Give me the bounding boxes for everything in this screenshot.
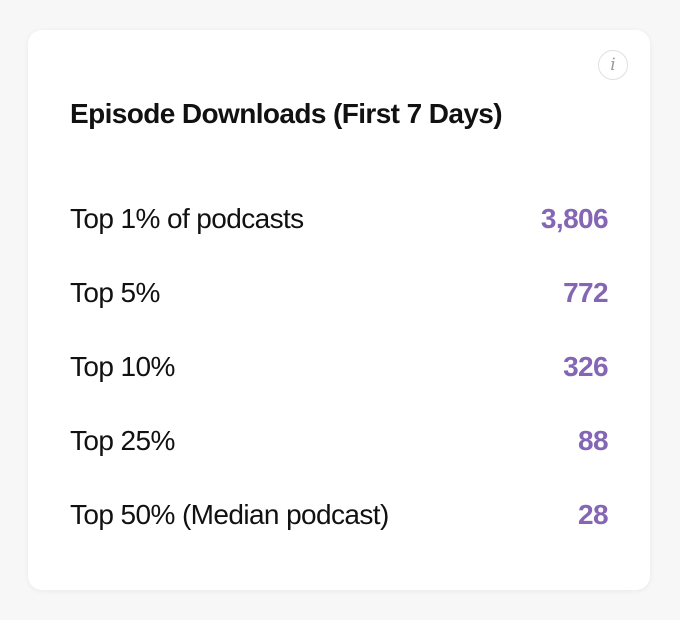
row-label: Top 50% (Median podcast) [70,499,389,530]
row-label: Top 25% [70,425,175,456]
row-label: Top 10% [70,351,175,382]
list-item-top-1: Top 1% of podcasts 3,806 [70,182,609,256]
list-item-top-25: Top 25% 88 [70,404,609,478]
percentile-list: Top 1% of podcasts 3,806 Top 5% 772 Top … [70,182,609,552]
row-value: 28 [578,499,609,530]
row-value: 3,806 [540,203,609,234]
row-label: Top 5% [70,277,160,308]
card-title: Episode Downloads (First 7 Days) [70,98,503,129]
row-value: 772 [563,277,609,308]
list-item-top-50-median: Top 50% (Median podcast) 28 [70,478,609,552]
episode-downloads-card: i Episode Downloads (First 7 Days) Top 1… [28,30,650,590]
row-value: 88 [578,425,609,456]
info-button[interactable]: i [598,50,628,80]
list-item-top-5: Top 5% 772 [70,256,609,330]
info-icon: i [610,54,616,75]
list-item-top-10: Top 10% 326 [70,330,609,404]
row-label: Top 1% of podcasts [70,203,304,234]
row-value: 326 [563,351,609,382]
